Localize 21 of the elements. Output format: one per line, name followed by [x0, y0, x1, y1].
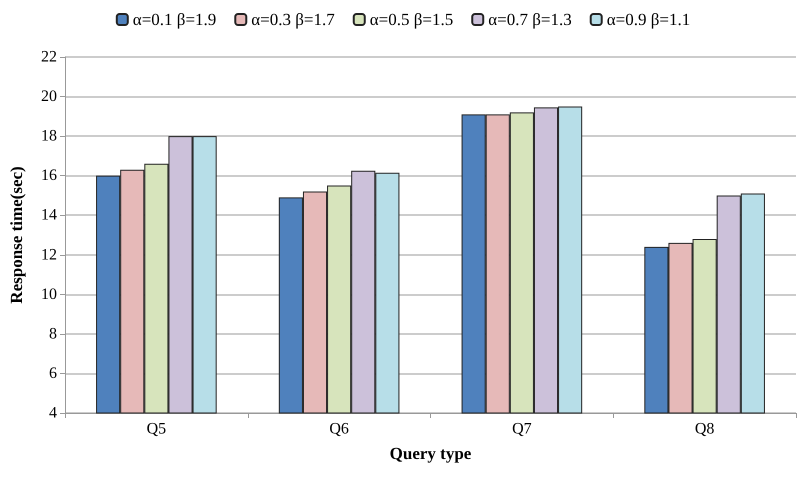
x-axis-title: Query type [390, 444, 472, 463]
y-tick-label: 12 [41, 246, 57, 264]
legend-label: α=0.3 β=1.7 [251, 10, 336, 29]
x-tick-label: Q6 [329, 420, 349, 438]
x-tick-label: Q8 [694, 420, 714, 438]
y-tick-label: 14 [41, 206, 57, 224]
y-axis-title: Response time(sec) [7, 166, 26, 304]
legend-label: α=0.9 β=1.1 [606, 10, 690, 29]
y-tick-label: 10 [41, 286, 57, 303]
y-tick-label: 6 [49, 364, 57, 382]
legend-label: α=0.7 β=1.3 [488, 10, 572, 29]
legend-label: α=0.1 β=1.9 [132, 10, 216, 29]
y-tick-label: 4 [49, 404, 57, 422]
y-tick-label: 16 [41, 167, 57, 184]
y-tick-label: 20 [41, 88, 57, 106]
legend-label: α=0.5 β=1.5 [370, 10, 454, 29]
y-tick-label: 22 [41, 48, 57, 66]
x-tick-label: Q5 [146, 420, 166, 438]
x-tick-label: Q7 [512, 420, 532, 438]
y-tick-label: 18 [41, 128, 57, 145]
y-tick-label: 8 [49, 325, 57, 342]
